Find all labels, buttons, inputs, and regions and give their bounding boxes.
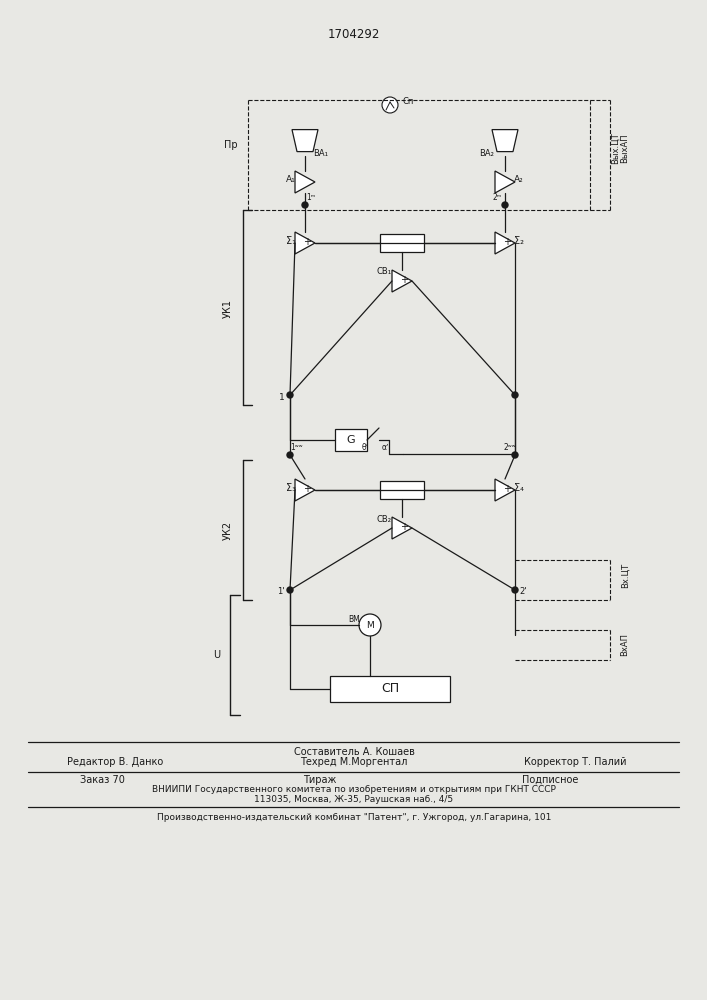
Text: Корректор Т. Палий: Корректор Т. Палий xyxy=(524,757,626,767)
Polygon shape xyxy=(295,171,315,193)
Text: 113035, Москва, Ж-35, Раушская наб., 4/5: 113035, Москва, Ж-35, Раушская наб., 4/5 xyxy=(255,796,454,804)
Polygon shape xyxy=(495,232,515,254)
Text: СВ₂: СВ₂ xyxy=(377,514,392,524)
Text: 2ᵐ: 2ᵐ xyxy=(492,194,502,202)
Text: 1ʷʷ: 1ʷʷ xyxy=(290,444,303,452)
Text: Редактор В. Данко: Редактор В. Данко xyxy=(67,757,163,767)
Bar xyxy=(380,234,424,252)
Text: ВхАП: ВхАП xyxy=(621,634,629,656)
Text: Техред М.Моргентал: Техред М.Моргентал xyxy=(300,757,408,767)
Text: 2ʷʷ: 2ʷʷ xyxy=(504,444,516,452)
Text: 2': 2' xyxy=(519,587,527,596)
Text: А₁: А₁ xyxy=(286,176,296,184)
Circle shape xyxy=(512,452,518,458)
Polygon shape xyxy=(292,130,318,152)
Text: 1704292: 1704292 xyxy=(328,28,380,41)
Circle shape xyxy=(512,587,518,593)
Text: ВА₂: ВА₂ xyxy=(479,148,494,157)
Text: U: U xyxy=(213,650,220,660)
Text: Σ₁: Σ₁ xyxy=(286,236,296,246)
Polygon shape xyxy=(295,232,315,254)
Polygon shape xyxy=(392,517,412,539)
Text: А₂: А₂ xyxy=(514,176,524,184)
Text: +: + xyxy=(400,522,408,532)
Text: G: G xyxy=(346,435,356,445)
Text: αʼ: αʼ xyxy=(381,444,389,452)
Bar xyxy=(335,429,367,451)
Text: +: + xyxy=(503,484,511,494)
Text: θʼ: θʼ xyxy=(361,444,368,452)
Circle shape xyxy=(359,614,381,636)
Text: ВНИИПИ Государственного комитета по изобретениям и открытиям при ГКНТ СССР: ВНИИПИ Государственного комитета по изоб… xyxy=(152,786,556,794)
Circle shape xyxy=(287,587,293,593)
Circle shape xyxy=(502,202,508,208)
Bar xyxy=(380,481,424,499)
Text: +: + xyxy=(303,237,311,247)
Text: ВМ: ВМ xyxy=(348,614,360,624)
Text: Вых.ЦТ: Вых.ЦТ xyxy=(611,132,619,164)
Text: Пр: Пр xyxy=(224,140,238,150)
Text: Тираж: Тираж xyxy=(303,775,337,785)
Text: 1ᵐ: 1ᵐ xyxy=(306,194,316,202)
Text: ВыхАП: ВыхАП xyxy=(621,133,629,163)
Text: Σ₄: Σ₄ xyxy=(514,483,524,493)
Text: +: + xyxy=(503,237,511,247)
Text: Производственно-издательский комбинат "Патент", г. Ужгород, ул.Гагарина, 101: Производственно-издательский комбинат "П… xyxy=(157,812,551,822)
Text: Заказ 70: Заказ 70 xyxy=(80,775,125,785)
Circle shape xyxy=(302,202,308,208)
Text: Составитель А. Кошаев: Составитель А. Кошаев xyxy=(293,747,414,757)
Text: +: + xyxy=(400,275,408,285)
Bar xyxy=(330,676,450,702)
Text: Σ₃: Σ₃ xyxy=(286,483,296,493)
Text: Вх.ЦТ: Вх.ЦТ xyxy=(621,562,629,588)
Polygon shape xyxy=(495,171,515,193)
Text: 1: 1 xyxy=(279,392,285,401)
Text: M: M xyxy=(366,620,374,630)
Text: Подписное: Подписное xyxy=(522,775,578,785)
Polygon shape xyxy=(392,270,412,292)
Circle shape xyxy=(287,392,293,398)
Polygon shape xyxy=(495,479,515,501)
Text: +: + xyxy=(303,484,311,494)
Circle shape xyxy=(512,392,518,398)
Text: Сп: Сп xyxy=(402,98,414,106)
Polygon shape xyxy=(295,479,315,501)
Polygon shape xyxy=(492,130,518,152)
Text: СП: СП xyxy=(381,682,399,696)
Text: УК2: УК2 xyxy=(223,520,233,540)
Circle shape xyxy=(382,97,398,113)
Text: УК1: УК1 xyxy=(223,298,233,318)
Text: Σ₂: Σ₂ xyxy=(514,236,524,246)
Text: ВА₁: ВА₁ xyxy=(313,148,329,157)
Text: СВ₁: СВ₁ xyxy=(376,267,392,276)
Text: 1': 1' xyxy=(277,587,285,596)
Circle shape xyxy=(287,452,293,458)
